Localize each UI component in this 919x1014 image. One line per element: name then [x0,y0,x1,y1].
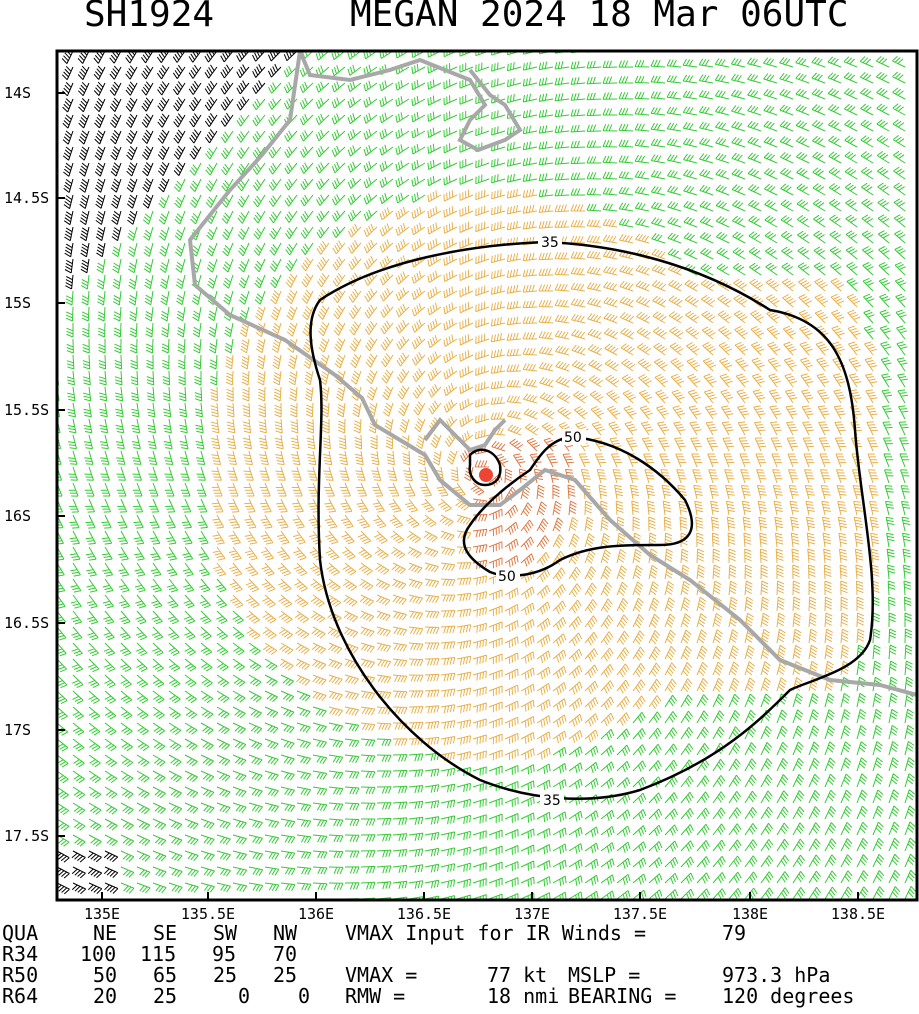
row-value: 0 [238,984,251,1008]
lat-label: 14S [4,84,32,102]
lat-label: 17.5S [4,827,50,845]
vmax-value: 77 kt [487,963,548,987]
table-header-nw: NW [273,921,298,945]
row-value: 70 [273,942,298,966]
lon-label: 135.5E [180,905,236,923]
row-value: 0 [298,984,311,1008]
lon-label: 138E [731,905,769,923]
tick-marks [57,92,859,900]
vmax-input-value: 79 [722,921,747,945]
row-label: R50 [2,963,39,987]
lon-label: 136E [297,905,335,923]
wind-map: 35 50 50 35 [55,49,919,902]
table-header-ne: NE [93,921,118,945]
contour-label-35-bottom: 35 [543,793,561,809]
vmax-input-label: VMAX Input for IR Winds = [345,921,647,945]
lon-label: 138.5E [830,905,886,923]
lon-label: 135E [83,905,121,923]
contour-label-35-top: 35 [541,235,559,251]
contour-label-50-east: 50 [564,430,582,446]
wind-contours [309,240,875,800]
row-value: 25 [213,963,238,987]
storm-id: SH1924 [84,0,215,35]
lat-label: 15.5S [4,401,50,419]
lat-label: 14.5S [4,189,50,207]
row-value: 115 [140,942,177,966]
contour-label-50-south: 50 [498,569,516,585]
row-value: 25 [273,963,298,987]
row-value: 25 [153,984,178,1008]
lat-label: 16.5S [4,614,50,632]
table-header-se: SE [153,921,178,945]
wind-barbs-34kt [210,188,880,762]
row-value: 50 [93,963,118,987]
lon-label: 137.5E [612,905,668,923]
wind-barbs [57,51,917,900]
wind-radii-table: QUA NE SE SW NW VMAX Input for IR Winds … [0,923,919,1013]
wind-barbs-50kt [460,437,577,569]
wind-barbs-dark [57,51,298,900]
rmw-label: RMW = [345,984,406,1008]
table-header-sw: SW [213,921,238,945]
page-title: MEGAN 2024 18 Mar 06UTC [350,0,849,35]
lat-label: 16S [4,507,32,525]
row-value: 100 [80,942,117,966]
lon-label: 136.5E [396,905,452,923]
axis-ticks [57,92,859,900]
rmw-value: 18 nmi [487,984,560,1008]
row-value: 20 [93,984,118,1008]
storm-center-marker [479,468,493,482]
mslp-value: 973.3 hPa [722,963,831,987]
vmax-label: VMAX = [345,963,418,987]
row-label: R34 [2,942,39,966]
lon-label: 137E [513,905,551,923]
mslp-label: MSLP = [568,963,641,987]
contour-labels: 35 50 50 35 [496,234,586,809]
bearing-value: 120 degrees [722,984,855,1008]
map-frame [55,49,919,902]
table-header-qua: QUA [2,921,39,945]
lat-label: 17S [4,721,32,739]
bearing-label: BEARING = [568,984,677,1008]
coastline [187,51,917,697]
row-value: 95 [212,942,237,966]
row-value: 65 [153,963,178,987]
row-label: R64 [2,984,39,1008]
lat-label: 15S [4,294,32,312]
